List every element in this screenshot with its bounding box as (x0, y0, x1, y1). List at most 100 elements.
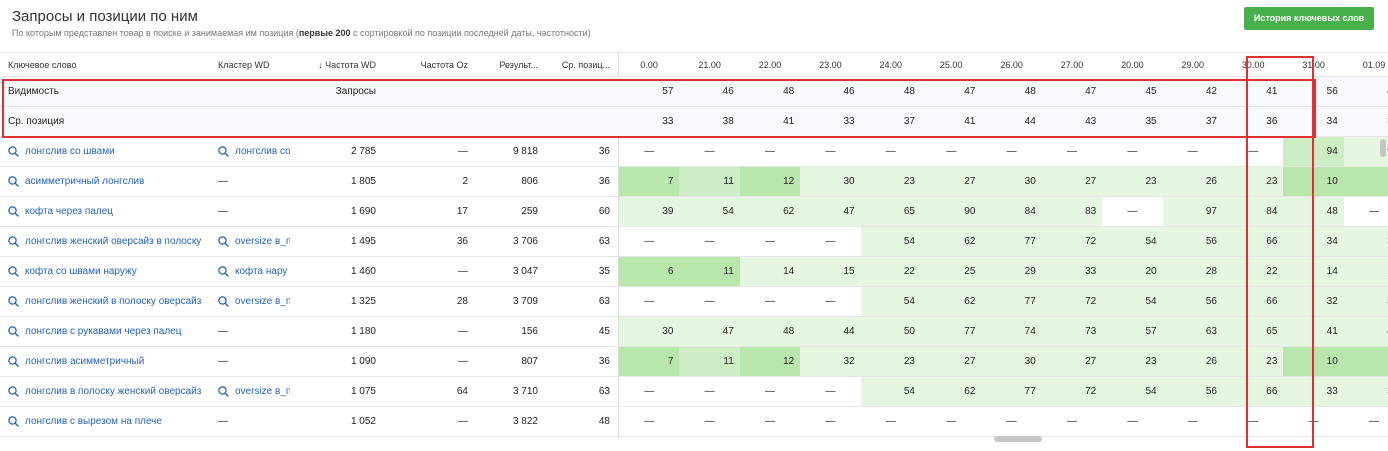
cluster-text[interactable]: oversize в_п (235, 386, 290, 397)
column-header-date[interactable]: 21.00 (698, 59, 721, 70)
search-icon[interactable] (8, 416, 19, 427)
column-header-date[interactable]: 23.00 (819, 59, 842, 70)
keyword-text[interactable]: лонгслив асимметричный (25, 356, 145, 367)
keyword-history-button[interactable]: История ключевых слов (1244, 7, 1374, 30)
search-icon[interactable] (218, 236, 229, 247)
cluster-cell[interactable]: кофта нару (218, 257, 290, 286)
keyword-link[interactable]: лонгслив женский в полоску оверсайз (8, 287, 208, 316)
keyword-link[interactable]: лонгслив в полоску женский оверсайз (8, 377, 208, 406)
freq-wd-cell: 1 460 (350, 266, 376, 277)
results-cell: 9 818 (512, 146, 538, 157)
freq-oz-cell: 28 (456, 296, 468, 307)
position-cell: — (764, 416, 775, 427)
position-cell: 62 (921, 377, 982, 406)
keyword-link[interactable]: кофта со швами наружу (8, 257, 208, 286)
cluster-cell[interactable]: oversize в_п (218, 377, 290, 406)
search-icon[interactable] (218, 386, 229, 397)
position-cell: — (885, 146, 896, 157)
table-row: лонгслив в полоску женский оверсайз overs… (0, 377, 1388, 407)
position-cell: 11 (679, 257, 740, 286)
freq-oz-cell: 17 (456, 206, 468, 217)
search-icon[interactable] (218, 266, 229, 277)
column-header-date[interactable]: 29.00 (1181, 59, 1205, 70)
column-header-date[interactable]: 22.00 (758, 59, 782, 70)
keyword-text[interactable]: кофта через палец (25, 206, 114, 217)
avg-position-cell: 48 (598, 416, 610, 427)
column-header-results[interactable]: Результ... (499, 59, 538, 70)
search-icon[interactable] (8, 326, 19, 337)
position-cell: 77 (981, 377, 1042, 406)
keyword-link[interactable]: лонгслив со швами (8, 137, 208, 166)
horizontal-scrollbar[interactable] (994, 436, 1042, 442)
position-cell: — (644, 386, 655, 397)
column-header-keyword[interactable]: Ключевое слово (8, 59, 77, 70)
freq-wd-cell: 2 785 (350, 146, 376, 157)
position-cell: 26 (1162, 347, 1223, 376)
search-icon[interactable] (8, 146, 19, 157)
search-icon[interactable] (8, 176, 19, 187)
column-header-avg-position[interactable]: Ср. позиц... (561, 59, 610, 70)
keyword-text[interactable]: лонгслив женский в полоску оверсайз (25, 296, 202, 307)
column-header-date[interactable]: 24.00 (879, 59, 903, 70)
column-header-date[interactable]: 01.09 (1362, 59, 1386, 70)
subtitle-text-start: По которым представлен товар в поиске и … (12, 28, 299, 38)
keyword-text[interactable]: лонгслив со швами (25, 146, 115, 157)
search-icon[interactable] (8, 386, 19, 397)
position-cell: — (764, 296, 775, 307)
keyword-link[interactable]: асимметричный лонгслив (8, 167, 208, 196)
position-cell: 73 (1041, 317, 1103, 346)
column-header-cluster[interactable]: Кластер WD (218, 59, 270, 70)
position-cell: 30 (981, 347, 1042, 376)
column-header-date[interactable]: 25.00 (939, 59, 963, 70)
cluster-text[interactable]: кофта нару (235, 266, 288, 277)
column-header-date[interactable]: 20.00 (1121, 59, 1144, 70)
table-row: лонгслив асимметричный —1 090—807 36 7 11 12 3… (0, 347, 1388, 377)
cluster-text[interactable]: oversize в_п (235, 296, 290, 307)
aggregate-value: 33 (843, 116, 855, 127)
cluster-cell[interactable]: лонгслив со (218, 137, 290, 166)
search-icon[interactable] (8, 356, 19, 367)
keyword-link[interactable]: лонгслив с рукавами через палец (8, 317, 208, 346)
keyword-link[interactable]: лонгслив с вырезом на плече (8, 407, 208, 436)
aggregate-value: 48 (1344, 77, 1388, 106)
column-header-date[interactable]: 27.00 (1060, 59, 1084, 70)
cluster-text[interactable]: лонгслив со (235, 146, 290, 157)
keyword-link[interactable]: лонгслив женский оверсайз в полоску (8, 227, 208, 256)
column-header-freq-oz[interactable]: Частота Oz (420, 59, 468, 70)
position-cell: 14 (739, 257, 801, 286)
keyword-link[interactable]: лонгслив асимметричный (8, 347, 208, 376)
cluster-cell[interactable]: oversize в_п (218, 227, 290, 256)
keyword-text[interactable]: асимметричный лонгслив (25, 176, 145, 187)
column-header-date[interactable]: 0.00 (640, 59, 658, 70)
keyword-text[interactable]: лонгслив женский оверсайз в полоску (25, 236, 202, 247)
keyword-text[interactable]: кофта со швами наружу (25, 266, 137, 277)
position-cell: 27 (1041, 167, 1103, 196)
aggregate-value: 37 (1205, 116, 1217, 127)
search-icon[interactable] (8, 206, 19, 217)
search-icon[interactable] (218, 146, 229, 157)
results-cell: 3 709 (512, 296, 538, 307)
position-cell: — (1368, 206, 1379, 217)
keyword-text[interactable]: лонгслив в полоску женский оверсайз (25, 386, 202, 397)
column-header-freq-wd[interactable]: ↓ Частота WD (318, 59, 376, 70)
keyword-link[interactable]: кофта через палец (8, 197, 208, 226)
keyword-text[interactable]: лонгслив с рукавами через палец (25, 326, 182, 337)
column-header-date[interactable]: 31.00 (1302, 59, 1325, 70)
position-cell: 27 (1041, 347, 1103, 376)
position-cell: 36 (1343, 287, 1388, 316)
position-cell: 77 (981, 287, 1042, 316)
search-icon[interactable] (218, 296, 229, 307)
position-cell: 66 (1223, 227, 1284, 256)
cluster-cell[interactable]: oversize в_п (218, 287, 290, 316)
vertical-scrollbar[interactable] (1380, 139, 1386, 157)
column-header-date[interactable]: 30.00 (1241, 59, 1265, 70)
search-icon[interactable] (8, 296, 19, 307)
cluster-text[interactable]: oversize в_п (235, 236, 290, 247)
column-header-date[interactable]: 26.00 (1000, 59, 1023, 70)
avg-position-cell: 60 (598, 206, 610, 217)
position-cell: — (704, 236, 715, 247)
keyword-text[interactable]: лонгслив с вырезом на плече (25, 416, 162, 427)
results-cell: 3 822 (512, 416, 538, 427)
search-icon[interactable] (8, 266, 19, 277)
search-icon[interactable] (8, 236, 19, 247)
